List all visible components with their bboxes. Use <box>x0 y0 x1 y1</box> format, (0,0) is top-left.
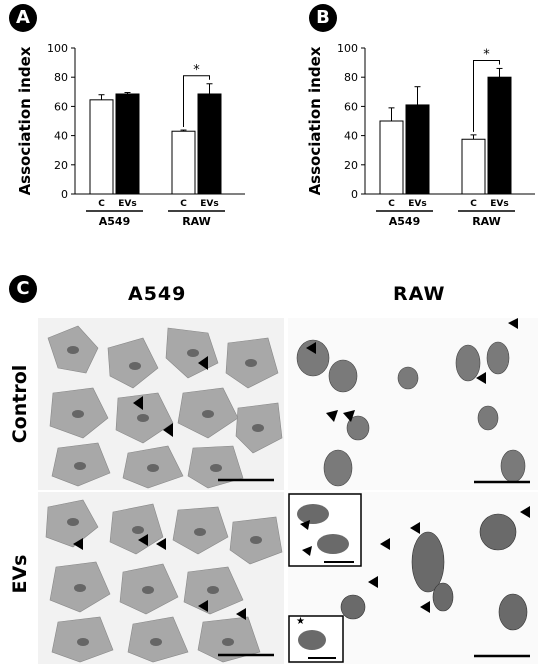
chart-a-svg: Association index 0 20 40 60 80 100 C EVs C EVs A54… <box>16 42 245 228</box>
bar <box>197 93 222 195</box>
significance-bracket <box>183 75 210 128</box>
chart-b-svg: Association index 0 20 40 60 80 100 C EVs C EVs A54… <box>306 42 535 228</box>
panel-label-b: B <box>309 4 337 32</box>
micrograph-raw-evs-image <box>288 492 538 664</box>
x-category-label: C <box>98 199 105 209</box>
bar <box>405 104 430 195</box>
y-tick-label: 40 <box>54 130 68 143</box>
significance-bracket <box>473 59 500 132</box>
group-label: RAW <box>472 215 501 228</box>
bar <box>379 120 404 195</box>
inset-star-icon: ★ <box>296 616 305 627</box>
bar <box>115 93 140 195</box>
x-category-label: C <box>180 199 187 209</box>
micrograph-raw-control-image <box>288 318 538 490</box>
y-tick-label: 100 <box>47 42 68 55</box>
y-tick-label: 60 <box>54 100 68 113</box>
row-title-control: Control <box>9 364 31 444</box>
x-category-label: EVs <box>408 199 426 209</box>
bar <box>89 99 114 195</box>
significance-label: * <box>193 63 200 78</box>
micrograph-a549-evs-image <box>38 492 284 664</box>
chart-a: Association index 0 20 40 60 80 100 C EVs C EVs A54… <box>0 30 260 240</box>
group-label: RAW <box>182 215 211 228</box>
y-tick-label: 80 <box>54 71 68 84</box>
micrograph-raw-control <box>288 318 538 490</box>
x-category-label: C <box>388 199 395 209</box>
group-label: A549 <box>389 215 420 228</box>
micrograph-a549-evs <box>38 492 284 664</box>
x-category-label: EVs <box>490 199 508 209</box>
inset-top <box>288 493 362 567</box>
row-title-evs: EVs <box>9 554 31 594</box>
chart-b: Association index 0 20 40 60 80 100 C EVs C EVs A54… <box>290 30 550 240</box>
column-title-a549: A549 <box>128 283 187 305</box>
y-tick-label: 0 <box>61 188 68 201</box>
micrograph-a549-control-image <box>38 318 284 490</box>
bar <box>171 130 196 195</box>
x-category-label: C <box>470 199 477 209</box>
y-tick-label: 40 <box>344 130 358 143</box>
significance-label: * <box>483 47 490 62</box>
column-title-raw: RAW <box>393 283 446 305</box>
y-axis-label: Association index <box>16 46 34 195</box>
bar <box>487 76 512 195</box>
y-tick-label: 20 <box>54 159 68 172</box>
y-tick-label: 0 <box>351 188 358 201</box>
bar <box>461 138 486 195</box>
y-tick-label: 100 <box>337 42 358 55</box>
y-tick-label: 80 <box>344 71 358 84</box>
micrograph-a549-control <box>38 318 284 490</box>
y-tick-label: 60 <box>344 100 358 113</box>
panel-label-c: C <box>9 275 37 303</box>
x-category-label: EVs <box>200 199 218 209</box>
x-category-label: EVs <box>118 199 136 209</box>
inset-bottom <box>288 615 344 663</box>
micrograph-raw-evs: ★ <box>288 492 538 664</box>
panel-label-a: A <box>9 4 37 32</box>
group-label: A549 <box>99 215 130 228</box>
y-tick-label: 20 <box>344 159 358 172</box>
y-axis-label: Association index <box>306 46 324 195</box>
